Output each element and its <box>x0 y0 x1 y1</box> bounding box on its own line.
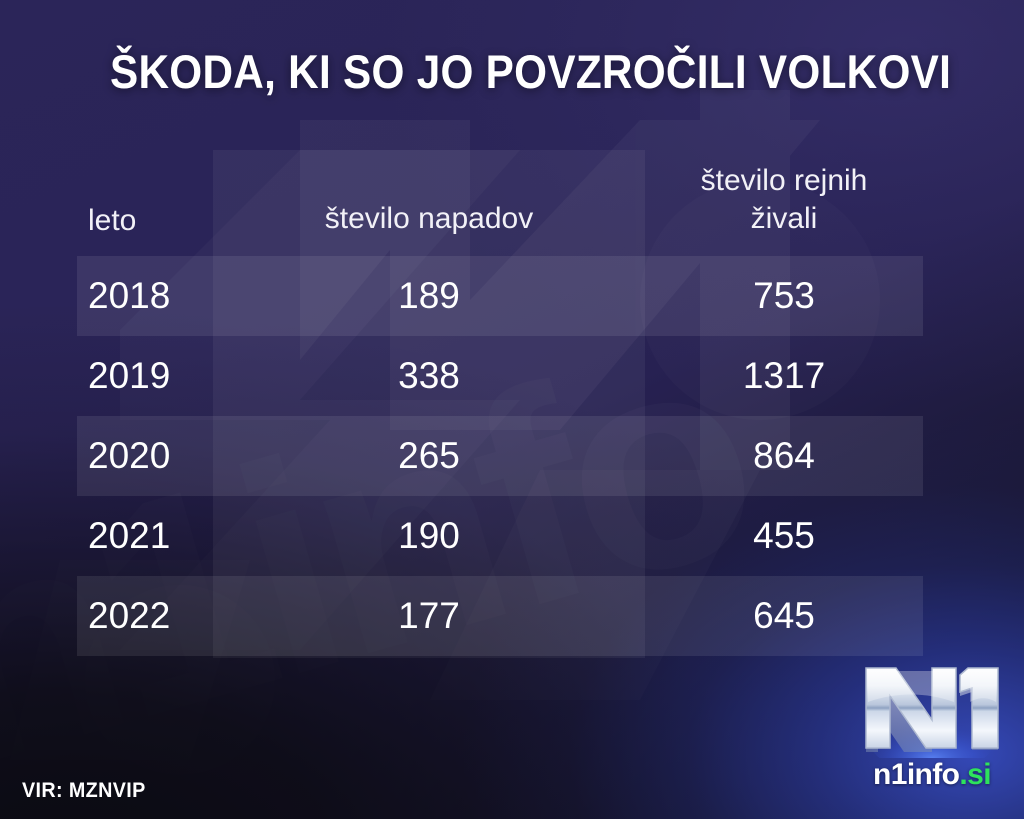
column-header-leto: leto <box>88 204 137 237</box>
table-row: 2020 265 864 <box>77 416 923 496</box>
n1info-wordmark: n1info.si <box>856 758 1008 792</box>
data-table: leto število napadov število rejnih živa… <box>77 148 923 658</box>
table-row: 2019 338 1317 <box>77 336 923 416</box>
cell-leto: 2018 <box>88 275 171 316</box>
cell-leto: 2020 <box>88 435 171 476</box>
column-header-line-2: živali <box>750 202 818 235</box>
cell-zivali: 645 <box>753 595 815 636</box>
cell-leto: 2021 <box>88 515 171 556</box>
column-header-stevilo-napadov: število napadov <box>324 202 534 235</box>
wordmark-tld: .si <box>959 758 991 791</box>
cell-zivali: 864 <box>753 435 815 476</box>
n1-logo: n1info.si <box>856 662 1008 802</box>
cell-leto: 2022 <box>88 595 171 636</box>
column-header-line-1: število rejnih <box>700 164 868 197</box>
cell-napadi: 189 <box>398 275 460 316</box>
column-header-stevilo-rejnih-zivali: število rejnih živali <box>645 162 923 238</box>
cell-zivali: 753 <box>753 275 815 316</box>
cell-zivali: 455 <box>753 515 815 556</box>
cell-napadi: 338 <box>398 355 460 396</box>
n1-logo-mark-icon <box>856 662 1008 758</box>
cell-napadi: 265 <box>398 435 460 476</box>
cell-leto: 2019 <box>88 355 171 396</box>
table-row: 2018 189 753 <box>77 256 923 336</box>
table-body: 2018 189 753 2019 338 1317 2020 265 864 … <box>77 256 923 656</box>
cell-napadi: 177 <box>398 595 460 636</box>
source-attribution: VIR: MZNVIP <box>22 779 146 802</box>
cell-zivali: 1317 <box>742 355 826 396</box>
wordmark-main: n1info <box>873 758 960 791</box>
table-row: 2021 190 455 <box>77 496 923 576</box>
cell-napadi: 190 <box>398 515 460 556</box>
table-header-row: leto število napadov število rejnih živa… <box>77 148 923 256</box>
table-row: 2022 177 645 <box>77 576 923 656</box>
page-title: ŠKODA, KI SO JO POVZROČILI VOLKOVI <box>110 45 952 98</box>
